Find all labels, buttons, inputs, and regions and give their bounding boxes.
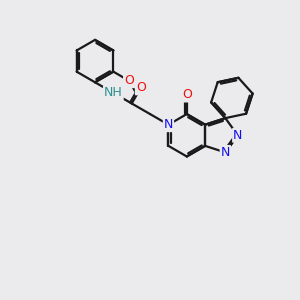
Text: N: N: [164, 118, 173, 131]
Text: O: O: [124, 74, 134, 87]
Text: NH: NH: [104, 86, 123, 99]
Text: O: O: [182, 88, 192, 101]
Text: O: O: [136, 81, 146, 94]
Text: N: N: [220, 146, 230, 159]
Text: N: N: [233, 129, 242, 142]
